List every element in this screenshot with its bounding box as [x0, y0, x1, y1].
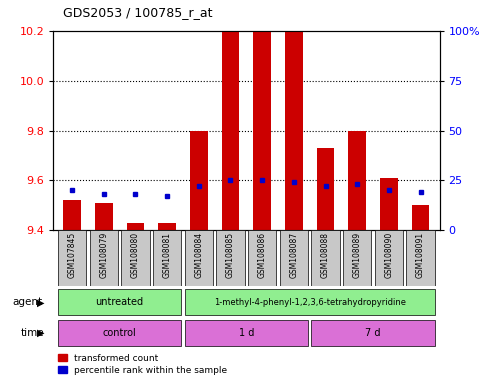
Text: ▶: ▶	[37, 328, 45, 338]
Bar	[412, 205, 429, 230]
Bar	[216, 230, 245, 286]
Bar	[254, 0, 271, 230]
Text: GSM108090: GSM108090	[384, 232, 393, 278]
Text: GSM108087: GSM108087	[289, 232, 298, 278]
Text: control: control	[103, 328, 137, 338]
Text: GSM108088: GSM108088	[321, 232, 330, 278]
Bar	[127, 223, 144, 230]
Text: GSM108091: GSM108091	[416, 232, 425, 278]
Text: GSM108079: GSM108079	[99, 232, 108, 278]
Text: GSM108084: GSM108084	[194, 232, 203, 278]
Bar	[248, 230, 276, 286]
Bar	[190, 131, 208, 230]
Text: GSM108089: GSM108089	[353, 232, 362, 278]
Bar	[285, 0, 302, 230]
Bar	[153, 230, 182, 286]
Bar	[185, 230, 213, 286]
Bar	[311, 320, 435, 346]
Bar	[343, 230, 371, 286]
Bar	[406, 230, 435, 286]
Bar	[121, 230, 150, 286]
Text: 7 d: 7 d	[365, 328, 381, 338]
Bar	[380, 178, 398, 230]
Bar	[58, 290, 182, 315]
Legend: transformed count, percentile rank within the sample: transformed count, percentile rank withi…	[57, 354, 227, 375]
Bar	[63, 200, 81, 230]
Text: ▶: ▶	[37, 297, 45, 308]
Text: 1-methyl-4-phenyl-1,2,3,6-tetrahydropyridine: 1-methyl-4-phenyl-1,2,3,6-tetrahydropyri…	[213, 298, 406, 307]
Bar	[280, 230, 308, 286]
Bar	[185, 290, 435, 315]
Bar	[89, 230, 118, 286]
Bar	[58, 230, 86, 286]
Text: untreated: untreated	[96, 297, 144, 308]
Bar	[222, 0, 239, 230]
Text: agent: agent	[12, 297, 42, 308]
Bar	[58, 320, 182, 346]
Bar	[348, 131, 366, 230]
Bar	[311, 230, 340, 286]
Bar	[317, 148, 334, 230]
Bar	[158, 223, 176, 230]
Text: GSM107845: GSM107845	[68, 232, 77, 278]
Text: GSM108086: GSM108086	[257, 232, 267, 278]
Text: time: time	[20, 328, 44, 338]
Text: 1 d: 1 d	[239, 328, 254, 338]
Text: GDS2053 / 100785_r_at: GDS2053 / 100785_r_at	[63, 6, 213, 19]
Text: GSM108081: GSM108081	[163, 232, 171, 278]
Text: GSM108085: GSM108085	[226, 232, 235, 278]
Bar	[185, 320, 308, 346]
Bar	[375, 230, 403, 286]
Text: GSM108080: GSM108080	[131, 232, 140, 278]
Bar	[95, 203, 113, 230]
